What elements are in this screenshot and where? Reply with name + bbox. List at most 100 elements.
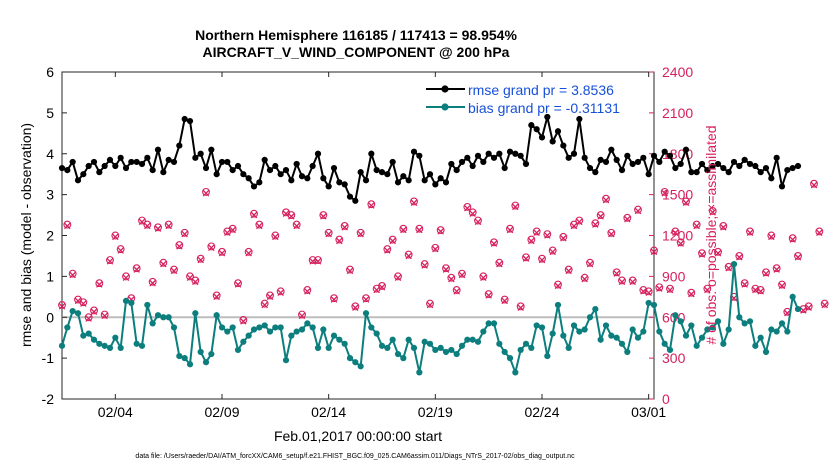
right-tick-label: 300 [662,350,686,366]
rmse-point [325,183,332,190]
rmse-point [64,167,71,174]
rmse-point [693,169,700,176]
obs-possible-point [191,276,200,285]
rmse-point [730,158,738,166]
obs-possible-point [394,272,402,281]
bias-point [597,336,604,343]
rmse-point [512,150,519,157]
bias-point [576,328,583,335]
bias-point [362,310,370,317]
obs-assimilated-point [650,248,658,256]
obs-possible-point [666,284,674,293]
rmse-point [469,162,476,170]
rmse-point [197,150,204,157]
obs-possible-point [452,286,461,294]
obs-assimilated-point [346,267,354,275]
obs-possible-point [500,295,509,304]
bias-point [517,346,524,354]
bias-point [234,346,242,354]
bias-point [570,322,578,329]
obs-assimilated-point [325,230,332,238]
bias-point [725,326,732,333]
obs-possible-point [538,254,546,263]
obs-assimilated-point [453,288,460,295]
bias-point [352,359,359,366]
obs-possible-point [383,245,392,254]
rmse-point [261,156,268,163]
bias-point [768,326,775,333]
obs-assimilated-point [810,181,818,189]
obs-assimilated-point [805,304,812,311]
bias-point [645,299,652,307]
rmse-point [586,164,594,172]
rmse-point [741,156,748,163]
rmse-point [85,162,92,170]
bias-point [80,332,87,339]
obs-possible-point [703,284,712,293]
bias-point [698,334,706,341]
obs-possible-point [58,301,66,309]
legend-rmse-marker [441,85,449,93]
bias-point [202,359,210,366]
obs-possible-point [463,202,472,211]
obs-possible-point [79,298,88,307]
obs-assimilated-point [768,233,775,241]
bias-point [672,312,679,319]
rmse-point [634,158,642,166]
chart-title-line2: AIRCRAFT_V_WIND_COMPONENT @ 200 hPa [203,44,510,60]
bias-point [357,363,364,370]
obs-possible-point [511,201,520,210]
bias-point [245,332,252,339]
obs-assimilated-point [624,215,631,223]
obs-possible-point [228,224,237,233]
obs-possible-point [436,226,445,235]
obs-assimilated-point [533,229,540,237]
rmse-point [528,122,535,129]
rmse-point [352,197,359,204]
obs-possible-point [356,228,365,237]
rmse-point [661,148,668,155]
obs-assimilated-point [133,266,140,273]
legend-rmse-label: rmse grand pr = 3.8536 [468,82,614,98]
obs-assimilated-point [304,288,311,295]
obs-possible-point [607,228,616,237]
left-tick-label: 5 [46,105,54,121]
bias-point [186,361,194,368]
bias-point [640,328,647,335]
bias-point [58,342,66,349]
rmse-point [373,167,380,174]
obs-possible-point [420,260,429,269]
bias-point [720,340,727,347]
x-tick-label: 02/04 [98,404,133,420]
obs-assimilated-point [789,236,796,243]
obs-assimilated-point [661,190,668,197]
rmse-point [69,158,76,166]
rmse-point [256,179,263,186]
obs-possible-point [143,220,152,229]
rmse-point [629,160,636,168]
bias-point [378,342,386,349]
bias-point [773,328,780,335]
bias-point [106,344,114,352]
left-tick-label: -1 [42,350,55,366]
obs-assimilated-point [272,233,279,241]
obs-possible-point [634,205,642,214]
rmse-point [549,138,556,145]
obs-assimilated-point [714,249,722,257]
rmse-series [58,113,802,204]
rmse-point [416,152,423,159]
bias-point [69,308,76,315]
bias-point [197,348,204,356]
obs-possible-point [719,222,728,230]
obs-possible-point [399,224,408,233]
obs-assimilated-point [368,202,375,209]
bias-point [554,301,562,309]
obs-possible-point [506,224,514,233]
obs-assimilated-point [192,278,199,286]
obs-assimilated-point [410,199,418,207]
rmse-point [752,162,759,170]
bias-point [560,332,567,339]
bias-point [304,320,311,327]
left-axis-ticks: -2 -1 0 1 2 3 4 5 6 [42,64,67,407]
rmse-point [80,171,87,178]
